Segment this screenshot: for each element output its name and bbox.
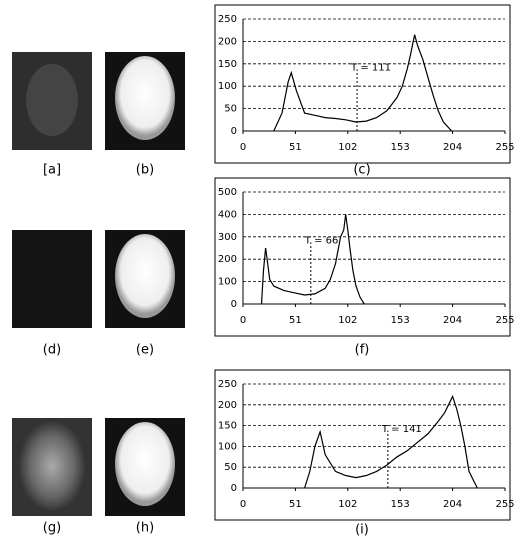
image-label: (h) (136, 521, 154, 536)
threshold-annotation: T = 141 (381, 424, 422, 435)
histogram-line (260, 214, 365, 305)
image-a-face (26, 64, 78, 136)
image-h-face (115, 422, 175, 506)
x-tick-label: 204 (443, 315, 462, 326)
x-tick-label: 0 (240, 499, 246, 510)
image-b-face (115, 56, 175, 140)
y-tick-label: 100 (218, 441, 237, 452)
x-tick-label: 51 (289, 499, 302, 510)
y-tick-label: 0 (231, 483, 237, 494)
y-tick-label: 200 (218, 254, 237, 265)
y-tick-label: 0 (231, 126, 237, 137)
y-tick-label: 250 (218, 14, 237, 25)
x-tick-label: 204 (443, 499, 462, 510)
image-label: (b) (136, 163, 154, 178)
y-tick-label: 100 (218, 81, 237, 92)
y-tick-label: 50 (224, 104, 237, 115)
threshold-annotation: T = 66 (304, 235, 339, 246)
x-tick-label: 0 (240, 142, 246, 153)
x-tick-label: 255 (495, 142, 514, 153)
x-tick-label: 153 (391, 315, 410, 326)
x-tick-label: 102 (338, 499, 357, 510)
y-tick-label: 400 (218, 209, 237, 220)
x-tick-label: 255 (495, 499, 514, 510)
chart-frame (214, 177, 511, 337)
chart-caption: (f) (355, 343, 370, 358)
histogram-line (304, 394, 478, 489)
y-tick-label: 200 (218, 400, 237, 411)
y-tick-label: 500 (218, 187, 237, 198)
chart-frame (214, 369, 511, 521)
x-tick-label: 255 (495, 315, 514, 326)
y-tick-label: 300 (218, 232, 237, 243)
x-tick-label: 204 (443, 142, 462, 153)
image-label: [a] (43, 163, 61, 178)
images (12, 52, 185, 516)
histogram-line (273, 34, 453, 132)
x-tick-label: 0 (240, 315, 246, 326)
y-tick-label: 100 (218, 277, 237, 288)
image-e-face (115, 234, 175, 318)
image-label: (g) (43, 521, 61, 536)
y-tick-label: 150 (218, 59, 237, 70)
y-tick-label: 250 (218, 379, 237, 390)
y-tick-label: 0 (231, 299, 237, 310)
image-g-face (18, 420, 86, 512)
y-tick-label: 50 (224, 462, 237, 473)
x-tick-label: 51 (289, 315, 302, 326)
image-label: (e) (136, 343, 154, 358)
y-tick-label: 150 (218, 421, 237, 432)
image-label: (d) (43, 343, 61, 358)
x-tick-label: 51 (289, 142, 302, 153)
threshold-annotation: T = 111 (350, 62, 391, 73)
image-d (12, 230, 92, 328)
x-tick-label: 102 (338, 142, 357, 153)
chart-caption: (c) (353, 163, 370, 178)
x-tick-label: 102 (338, 315, 357, 326)
x-tick-label: 153 (391, 142, 410, 153)
chart-caption: (i) (355, 523, 369, 538)
y-tick-label: 200 (218, 36, 237, 47)
x-tick-label: 153 (391, 499, 410, 510)
chart-frame (214, 4, 511, 164)
